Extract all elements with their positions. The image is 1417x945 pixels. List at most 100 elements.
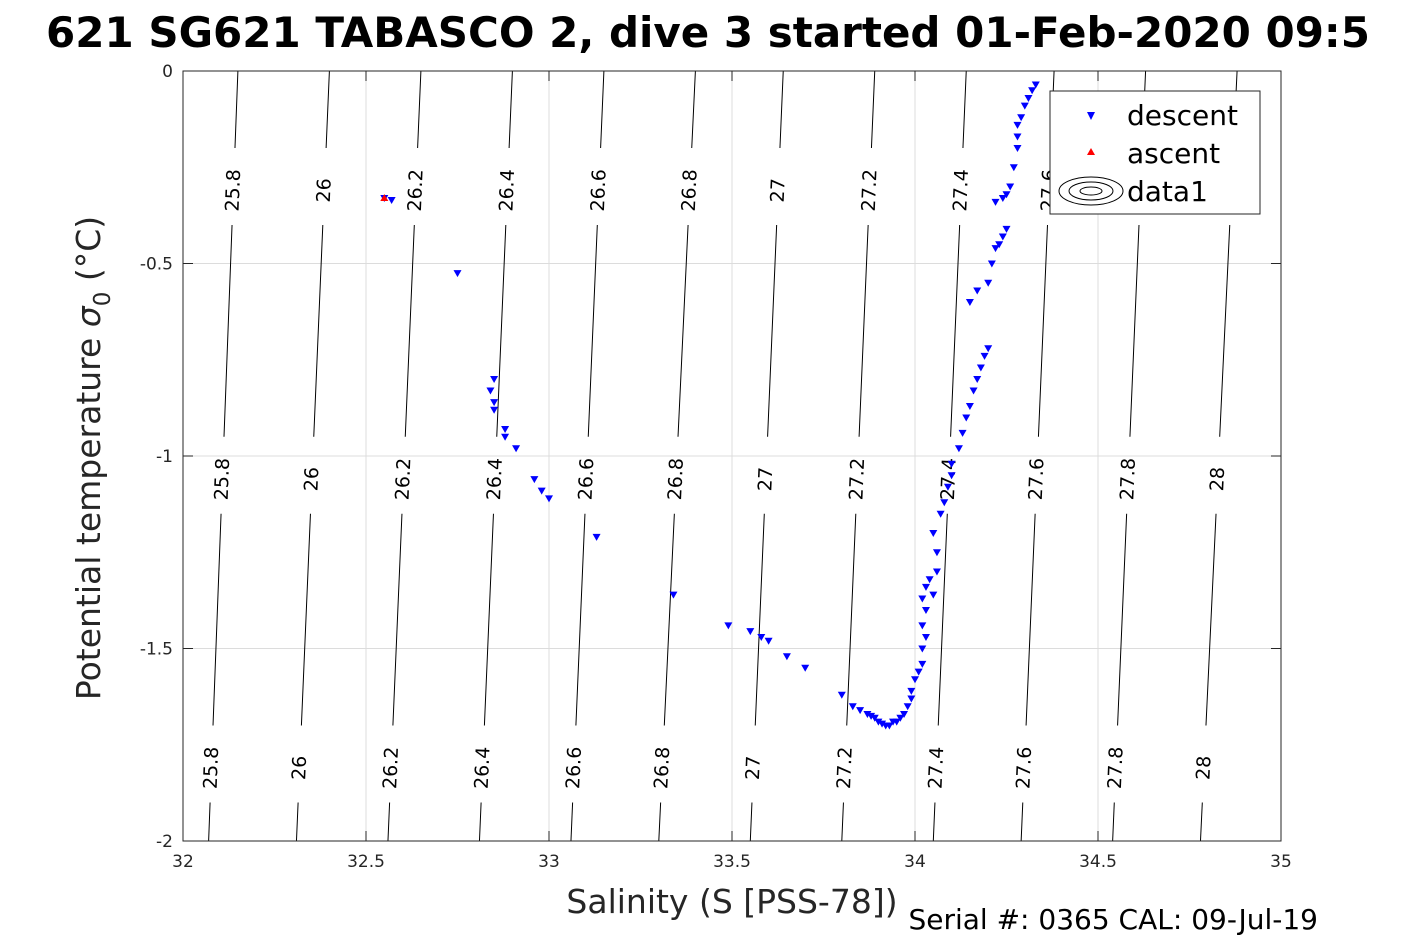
x-tick-label: 34 (904, 852, 926, 872)
contour-label: 27.4 (937, 457, 961, 500)
descent-point (885, 722, 894, 730)
descent-point (991, 245, 1000, 253)
contour-line: 26.2 26.2 26.2 (379, 70, 428, 842)
contour-line: 27.4 27.4 27.4 (925, 70, 973, 842)
descent-point (995, 241, 1004, 249)
descent-point (929, 530, 938, 537)
descent-point (848, 703, 857, 711)
contour-segment (1129, 224, 1140, 437)
contour-segment (234, 70, 239, 149)
descent-point (863, 710, 872, 718)
contour-label: 27.8 (1104, 746, 1128, 789)
legend-label-contour: data1 (1127, 175, 1208, 208)
legend-marker-contour (1058, 176, 1124, 206)
descent-point (954, 445, 963, 453)
contour-segment (1020, 802, 1024, 842)
contour-segment (313, 224, 324, 437)
contour-segment (950, 224, 961, 437)
descent-point (537, 487, 546, 495)
y-axis-label-unit: (°C) (69, 216, 108, 292)
contour-label: 26.4 (471, 746, 495, 789)
contour-segment (325, 70, 330, 149)
x-tick-label: 32.5 (347, 852, 385, 872)
descent-point (969, 387, 978, 395)
contour-label: 26.8 (650, 746, 674, 789)
contour-segment (1219, 224, 1231, 437)
descent-point (980, 352, 989, 360)
descent-point (490, 399, 499, 407)
contour-label: 26.6 (587, 169, 611, 212)
descent-point (867, 712, 876, 720)
density-contours: 25.825.825.826262626.226.226.226.426.426… (200, 70, 1243, 842)
descent-point (965, 299, 974, 306)
descent-point (490, 376, 499, 383)
contour-label: 26.2 (404, 169, 428, 212)
descent-point (914, 668, 923, 676)
descent-point (940, 499, 949, 507)
descent-point (387, 196, 396, 204)
contour-label: 25.8 (211, 458, 235, 501)
descent-point (973, 376, 982, 383)
descent-point (947, 472, 956, 480)
contour-segment (779, 70, 784, 149)
contour-label: 26 (288, 755, 311, 780)
y-tick-label: 0 (162, 62, 173, 82)
descent-point (490, 406, 499, 414)
descent-point (907, 695, 916, 703)
contour-segment (1037, 224, 1048, 437)
descent-point (903, 703, 912, 711)
y-axis-label-subscript: 0 (90, 292, 116, 307)
descent-point (921, 633, 930, 641)
contour-label: 26.8 (678, 169, 702, 212)
axis-ticks: 32 32.5 33 33.5 34 34.5 35 -2 -1.5 -1 -0.5 0 (140, 62, 1292, 872)
descent-point (984, 345, 993, 353)
contour-segment (300, 513, 311, 726)
contour-label: 26 (313, 178, 336, 203)
descent-point (900, 710, 909, 718)
ascent-point (380, 194, 389, 202)
contour-label: 26.2 (379, 746, 403, 789)
descent-point (782, 653, 791, 661)
descent-point (984, 279, 993, 287)
descent-point (918, 660, 927, 668)
contour-segment (483, 513, 494, 726)
descent-point (1028, 87, 1037, 95)
descent-point (998, 233, 1007, 241)
contour-label: 28 (1192, 755, 1215, 780)
descent-point (757, 633, 766, 641)
descent-point (962, 414, 971, 422)
descent-point (918, 645, 927, 653)
descent-point (486, 387, 495, 395)
descent-point (918, 622, 927, 630)
contour-label: 27 (754, 467, 777, 492)
contour-label: 25.8 (200, 746, 224, 789)
contour-segment (392, 513, 403, 726)
legend: descent ascent data1 (1049, 90, 1261, 215)
serial-cal-text: Serial #: 0365 CAL: 09-Jul-19 (908, 903, 1318, 936)
contour-segment (846, 513, 857, 726)
descent-point (1002, 191, 1011, 199)
descent-point (973, 287, 982, 295)
descent-point (932, 549, 941, 557)
contour-label: 27.2 (845, 457, 869, 500)
contour-label: 27.4 (925, 746, 949, 789)
descent-point (921, 583, 930, 591)
descent-point (1009, 164, 1018, 172)
contour-line: 27 27 27 (742, 70, 790, 842)
grid (183, 71, 1281, 841)
contour-segment (841, 802, 844, 842)
contour-label: 27.8 (1116, 457, 1140, 500)
legend-label-descent: descent (1127, 99, 1238, 132)
contour-segment (575, 513, 586, 726)
contour-label: 26.6 (562, 746, 586, 789)
contour-segment (496, 224, 507, 437)
contour-segment (478, 802, 482, 842)
legend-marker-descent (1087, 112, 1095, 120)
x-tick-label: 33 (538, 852, 560, 872)
x-tick-label: 32 (172, 852, 194, 872)
contour-label: 27.6 (1025, 457, 1049, 500)
descent-point (925, 576, 934, 584)
descent-point (530, 476, 539, 484)
legend-label-ascent: ascent (1127, 137, 1220, 170)
data-points (380, 81, 1040, 730)
